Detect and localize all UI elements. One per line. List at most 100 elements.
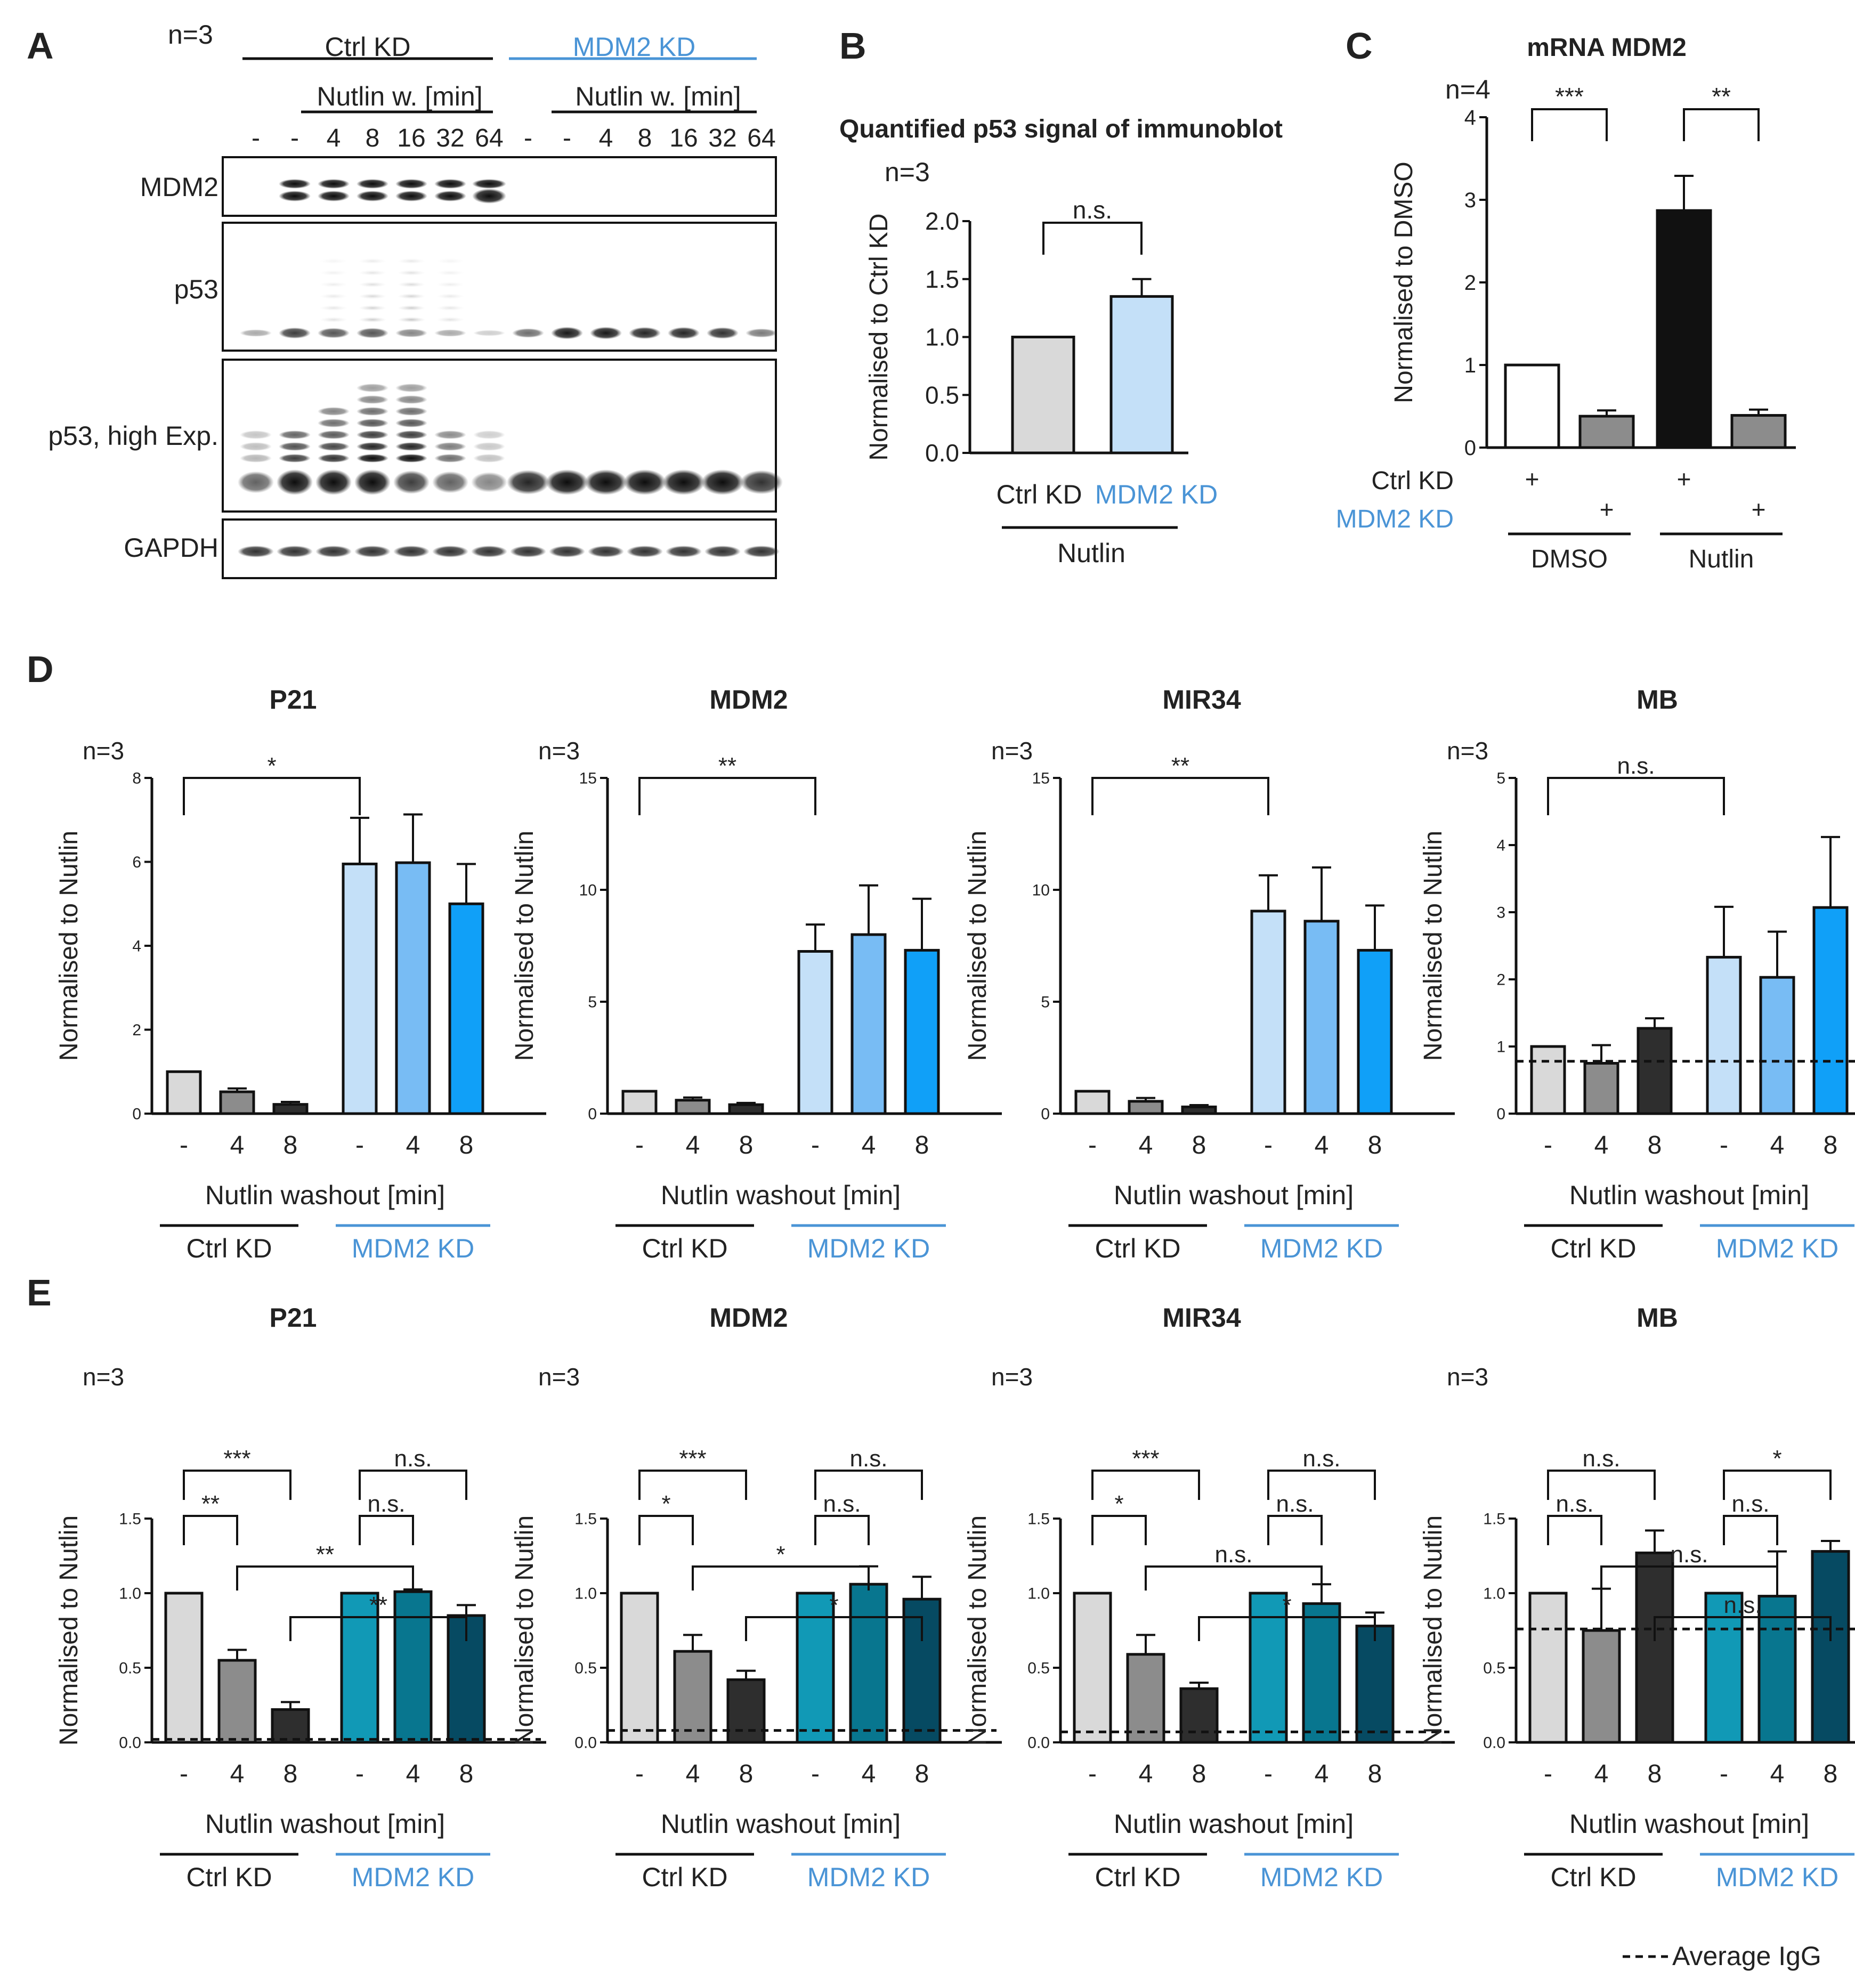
band bbox=[472, 179, 506, 189]
lane-label: 8 bbox=[366, 124, 380, 152]
bar bbox=[1181, 1105, 1217, 1115]
significance-bracket bbox=[289, 1616, 467, 1641]
x-tick-label: - bbox=[355, 1131, 364, 1159]
band bbox=[473, 442, 505, 451]
panel-c-n: n=4 bbox=[1445, 75, 1491, 104]
x-tick-label: 4 bbox=[1594, 1131, 1609, 1159]
significance-bracket bbox=[1654, 1616, 1832, 1641]
band bbox=[393, 470, 430, 494]
bar bbox=[1357, 948, 1393, 1115]
y-axis-label: Normalised to Nutlin bbox=[1419, 831, 1447, 1061]
band bbox=[279, 179, 311, 189]
significance-bracket bbox=[638, 1470, 747, 1500]
y-axis-label: Normalised to DMSO bbox=[1390, 161, 1418, 403]
x-tick-label: 4 bbox=[230, 1131, 245, 1159]
significance-bracket bbox=[1600, 1565, 1778, 1591]
band bbox=[238, 471, 274, 493]
y-tick-label: 0.0 bbox=[1483, 1734, 1505, 1752]
y-axis-label: Normalised to Nutlin bbox=[1419, 1515, 1447, 1746]
significance-label: * bbox=[267, 753, 276, 779]
significance-label: n.s. bbox=[1303, 1446, 1341, 1472]
band bbox=[320, 282, 347, 287]
band bbox=[279, 454, 311, 462]
lane-label: 16 bbox=[397, 124, 425, 152]
chart-n: n=3 bbox=[1447, 737, 1488, 765]
significance-bracket bbox=[183, 1515, 238, 1545]
bar bbox=[1656, 209, 1712, 449]
significance-bracket bbox=[1145, 1565, 1323, 1591]
category-label: MDM2 KD bbox=[1095, 480, 1218, 509]
band bbox=[359, 270, 386, 275]
bar bbox=[1250, 910, 1286, 1115]
band bbox=[240, 442, 272, 451]
panel-c-title: mRNA MDM2 bbox=[1527, 34, 1687, 62]
band bbox=[395, 407, 427, 416]
x-tick-label: - bbox=[811, 1760, 820, 1788]
x-tick-label: - bbox=[1544, 1131, 1552, 1159]
x-tick-label: - bbox=[180, 1760, 188, 1788]
bar bbox=[1730, 414, 1787, 449]
y-tick-label: 1.5 bbox=[574, 1511, 597, 1528]
chart-title: P21 bbox=[270, 1303, 317, 1333]
lane-label: 64 bbox=[747, 124, 775, 152]
y-tick-label: 3 bbox=[1464, 189, 1476, 212]
significance-label: * bbox=[661, 1491, 670, 1517]
x-tick-label: 4 bbox=[1770, 1131, 1785, 1159]
band bbox=[398, 317, 425, 322]
y-tick-label: 0.5 bbox=[1027, 1660, 1050, 1677]
band bbox=[357, 407, 388, 416]
band bbox=[357, 384, 388, 392]
bar bbox=[796, 1592, 835, 1744]
band bbox=[359, 294, 386, 299]
bar bbox=[1126, 1653, 1165, 1744]
x-tick-label: - bbox=[1264, 1760, 1273, 1788]
y-tick-label: 2 bbox=[1496, 971, 1505, 989]
y-axis-label: Normalised to Nutlin bbox=[963, 1515, 992, 1746]
chart-mb: MB n=3 0.0 0.5 1.0 1.5 Normalised to Nutlin - 4 8… bbox=[1419, 1303, 1855, 1892]
band bbox=[629, 327, 661, 339]
significance-label: ** bbox=[369, 1592, 387, 1618]
band bbox=[704, 546, 741, 557]
band bbox=[279, 327, 311, 339]
y-tick-label: 8 bbox=[132, 770, 141, 788]
significance-bracket bbox=[1042, 222, 1143, 255]
y-axis-label: Normalised to Nutlin bbox=[55, 831, 83, 1061]
y-tick-label: 4 bbox=[1496, 837, 1505, 855]
bar bbox=[1530, 1045, 1566, 1115]
y-tick-label: 0 bbox=[132, 1106, 141, 1123]
band bbox=[434, 191, 466, 201]
band bbox=[740, 470, 783, 494]
group-label: Ctrl KD bbox=[642, 1862, 727, 1892]
chart-n: n=3 bbox=[83, 737, 124, 765]
panel-d-charts: P21 n=3 0 2 4 6 8 Normalised to Nutlin - 4 8 - 4 8 Nut… bbox=[55, 685, 1855, 1263]
y-tick-label: 0.5 bbox=[925, 381, 959, 409]
bar bbox=[219, 1090, 255, 1115]
significance-label: n.s. bbox=[1617, 753, 1655, 779]
band bbox=[318, 191, 350, 201]
significance-bracket bbox=[359, 1470, 467, 1500]
significance-label: ** bbox=[316, 1541, 334, 1568]
band bbox=[395, 179, 427, 189]
lane-label: 4 bbox=[599, 124, 613, 152]
y-tick-label: 6 bbox=[132, 854, 141, 871]
x-tick-label: 8 bbox=[283, 1760, 298, 1788]
x-tick-label: 8 bbox=[739, 1760, 754, 1788]
x-tick-label: - bbox=[1088, 1131, 1097, 1159]
significance-label: n.s. bbox=[1671, 1541, 1708, 1568]
x-axis-label: Nutlin washout [min] bbox=[1569, 1809, 1809, 1839]
x-tick-label: 8 bbox=[459, 1131, 474, 1159]
significance-bracket bbox=[1683, 108, 1760, 141]
significance-bracket bbox=[638, 1515, 694, 1545]
chart-n: n=3 bbox=[538, 1363, 580, 1391]
bar bbox=[393, 1590, 433, 1744]
significance-label: * bbox=[776, 1541, 785, 1568]
bar bbox=[620, 1592, 659, 1744]
significance-bracket bbox=[638, 777, 816, 815]
lane-label: - bbox=[290, 124, 299, 152]
bar bbox=[342, 862, 378, 1115]
significance-bracket bbox=[1091, 777, 1269, 815]
x-tick-label: 4 bbox=[1315, 1760, 1329, 1788]
band bbox=[395, 395, 427, 404]
band bbox=[318, 419, 350, 427]
band bbox=[434, 329, 466, 337]
